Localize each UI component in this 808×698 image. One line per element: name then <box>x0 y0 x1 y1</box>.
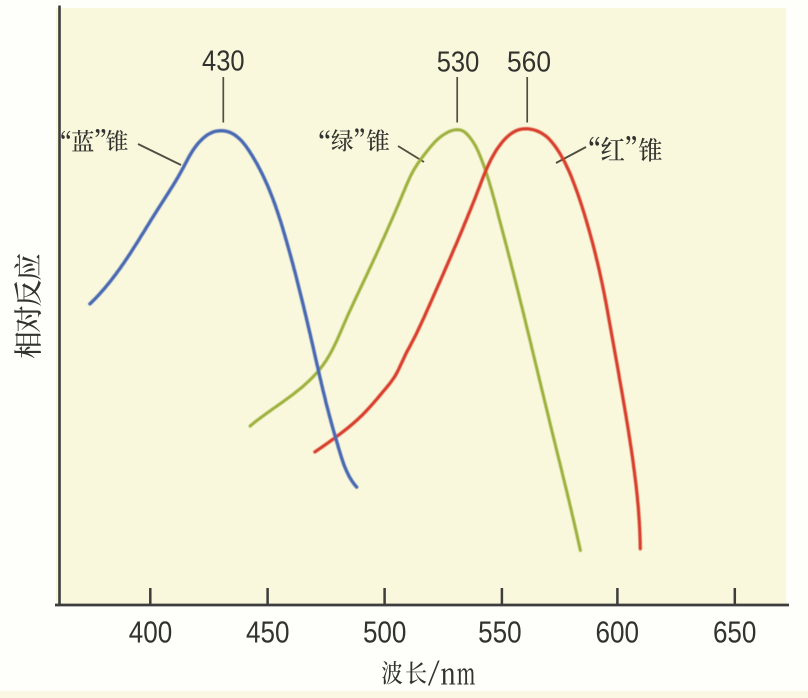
svg-text:550: 550 <box>478 615 522 650</box>
svg-text:450: 450 <box>246 615 290 650</box>
svg-text:430: 430 <box>202 46 245 78</box>
svg-text:500: 500 <box>363 615 407 650</box>
svg-text:600: 600 <box>596 615 640 650</box>
svg-text:560: 560 <box>507 47 551 79</box>
svg-text:400: 400 <box>129 615 173 650</box>
svg-text:530: 530 <box>437 47 480 79</box>
svg-text:650: 650 <box>713 615 757 650</box>
